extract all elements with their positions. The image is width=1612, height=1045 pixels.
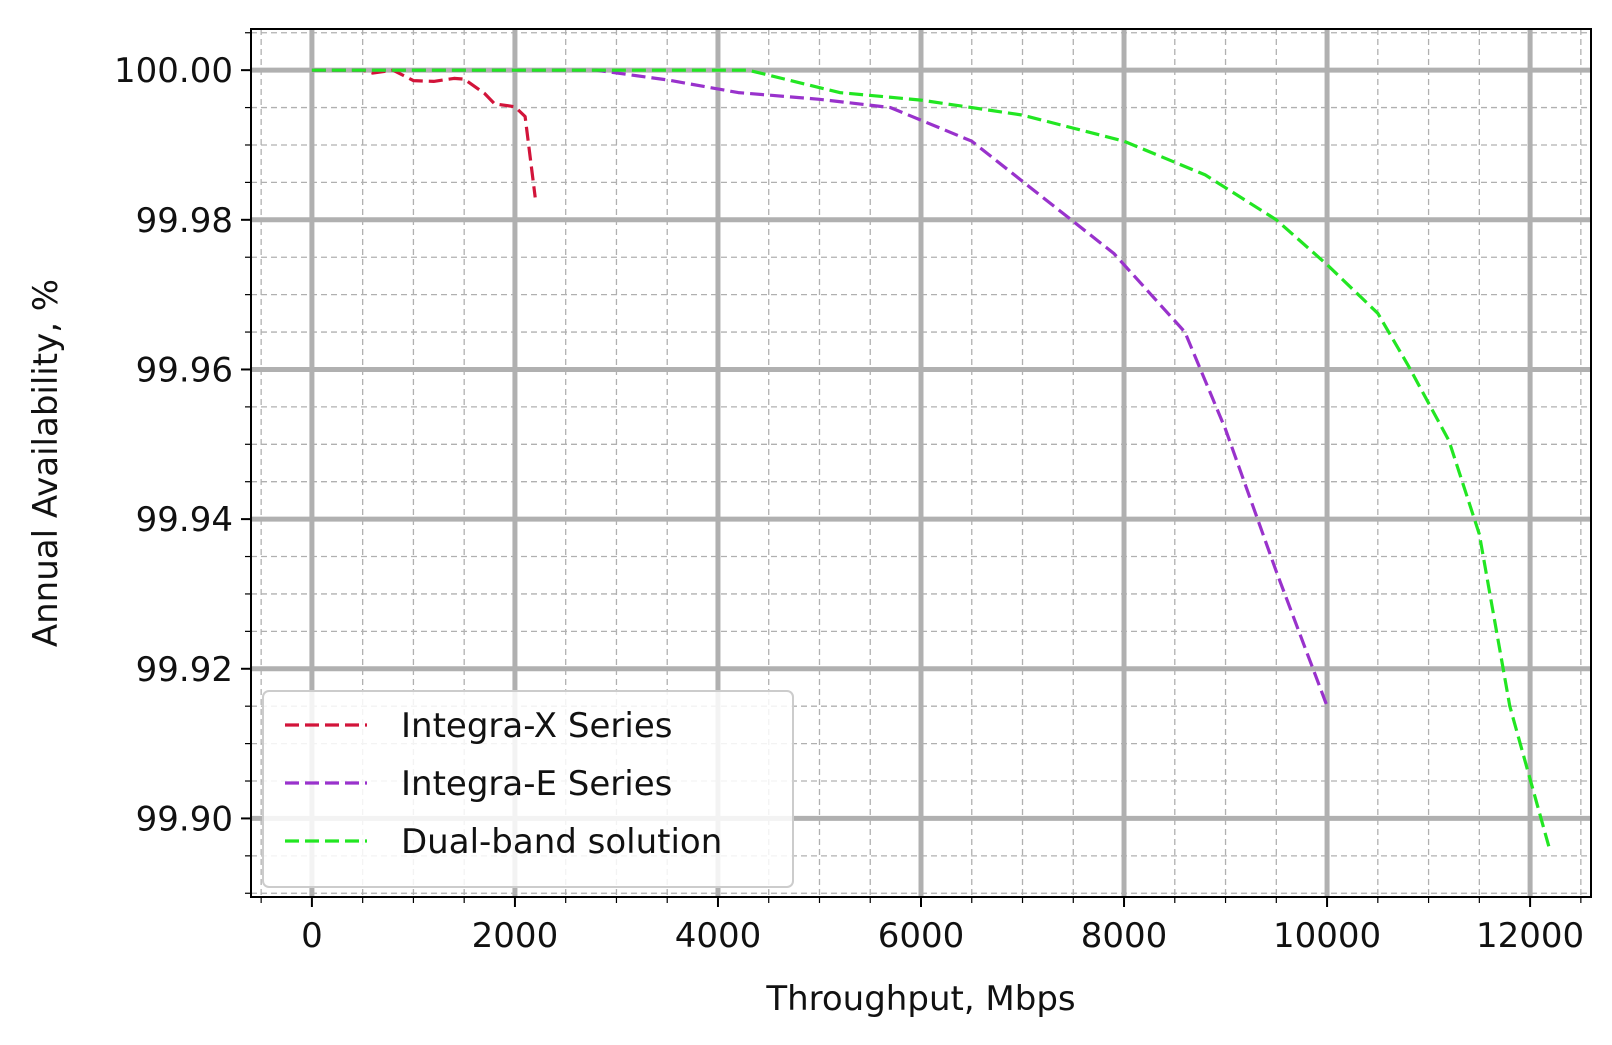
y-tick-label: 99.92 [136, 650, 233, 690]
axis-ticks [241, 32, 1582, 907]
y-tick-label: 100.00 [114, 51, 233, 91]
x-tick-label: 2000 [472, 916, 559, 956]
series-line [311, 68, 537, 198]
series-line [311, 68, 1552, 853]
x-axis-label: Throughput, Mbps [765, 979, 1075, 1019]
x-tick-label: 8000 [1081, 916, 1168, 956]
y-tick-label: 99.98 [136, 201, 233, 241]
legend-box [262, 690, 794, 888]
x-tick-label: 12000 [1476, 916, 1584, 956]
x-tick-label: 0 [301, 916, 323, 956]
series-layer [311, 68, 1552, 853]
series-line [311, 68, 1329, 707]
x-tick-label: 4000 [675, 916, 762, 956]
y-tick-label: 99.90 [136, 799, 233, 839]
x-tick-label: 10000 [1273, 916, 1381, 956]
x-tick-label: 6000 [878, 916, 965, 956]
legend-label: Dual-band solution [401, 822, 722, 862]
y-tick-label: 99.96 [136, 350, 233, 390]
y-axis-label: Annual Availability, % [26, 279, 66, 647]
legend: Integra-X Series Integra-E Series Dual-ban… [262, 690, 794, 888]
y-tick-label: 99.94 [136, 500, 233, 540]
legend-label: Integra-X Series [401, 706, 672, 746]
tick-labels: 0 2000 4000 6000 8000 10000 12000 99.90 99.92 99.… [114, 51, 1584, 956]
legend-label: Integra-E Series [401, 764, 672, 804]
